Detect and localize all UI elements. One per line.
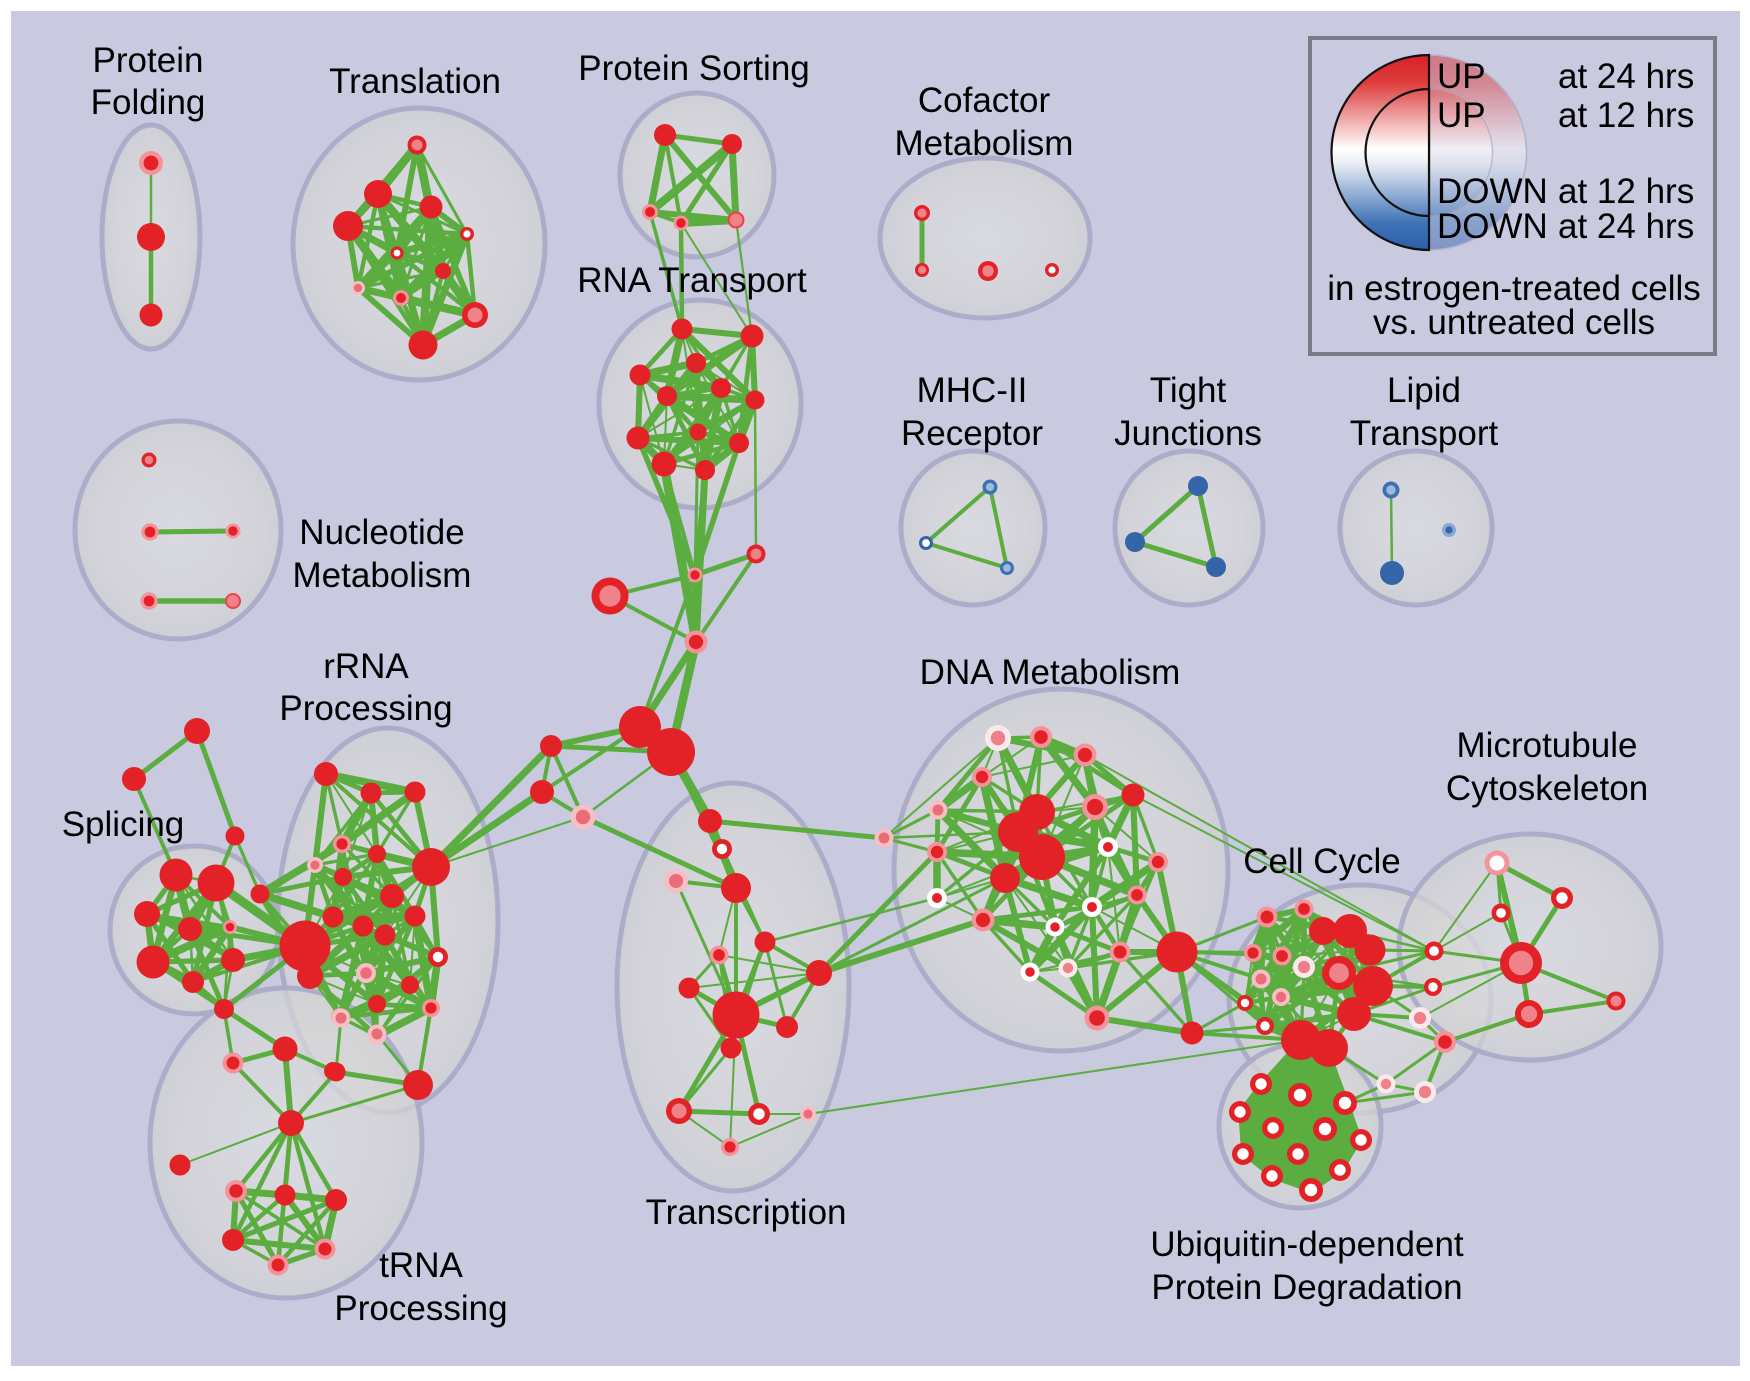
svg-text:Lipid: Lipid bbox=[1387, 371, 1461, 410]
svg-text:Tight: Tight bbox=[1150, 371, 1227, 410]
svg-text:MHC-II: MHC-II bbox=[917, 371, 1028, 410]
svg-text:Cell Cycle: Cell Cycle bbox=[1243, 842, 1401, 881]
svg-text:Metabolism: Metabolism bbox=[895, 124, 1074, 163]
svg-text:Protein Sorting: Protein Sorting bbox=[578, 49, 810, 88]
svg-text:Splicing: Splicing bbox=[62, 805, 185, 844]
svg-text:tRNA: tRNA bbox=[379, 1246, 463, 1285]
svg-text:Processing: Processing bbox=[279, 689, 452, 728]
svg-text:vs. untreated cells: vs. untreated cells bbox=[1373, 303, 1655, 342]
svg-text:DOWN: DOWN bbox=[1437, 207, 1548, 246]
svg-text:RNA Transport: RNA Transport bbox=[577, 261, 807, 300]
svg-text:Cofactor: Cofactor bbox=[918, 81, 1051, 120]
svg-text:Nucleotide: Nucleotide bbox=[299, 513, 464, 552]
svg-text:at 24 hrs: at 24 hrs bbox=[1558, 207, 1694, 246]
svg-text:DNA Metabolism: DNA Metabolism bbox=[920, 653, 1181, 692]
svg-text:Protein Degradation: Protein Degradation bbox=[1151, 1268, 1462, 1307]
svg-text:in estrogen-treated cells: in estrogen-treated cells bbox=[1327, 269, 1701, 308]
svg-text:Transcription: Transcription bbox=[646, 1193, 847, 1232]
svg-text:Protein: Protein bbox=[93, 41, 204, 80]
svg-text:Processing: Processing bbox=[334, 1289, 507, 1328]
svg-text:rRNA: rRNA bbox=[323, 647, 409, 686]
svg-text:Folding: Folding bbox=[91, 83, 206, 122]
svg-text:Metabolism: Metabolism bbox=[293, 556, 472, 595]
svg-text:Junctions: Junctions bbox=[1114, 414, 1262, 453]
svg-text:Translation: Translation bbox=[329, 62, 501, 101]
svg-text:Microtubule: Microtubule bbox=[1457, 726, 1638, 765]
svg-text:Cytoskeleton: Cytoskeleton bbox=[1446, 769, 1648, 808]
svg-text:Transport: Transport bbox=[1350, 414, 1499, 453]
svg-text:at 12 hrs: at 12 hrs bbox=[1558, 172, 1694, 211]
svg-text:at 24 hrs: at 24 hrs bbox=[1558, 57, 1694, 96]
svg-text:UP: UP bbox=[1437, 96, 1486, 135]
svg-text:Ubiquitin-dependent: Ubiquitin-dependent bbox=[1150, 1225, 1464, 1264]
svg-text:at 12 hrs: at 12 hrs bbox=[1558, 96, 1694, 135]
svg-text:DOWN: DOWN bbox=[1437, 172, 1548, 211]
svg-text:UP: UP bbox=[1437, 57, 1486, 96]
svg-text:Receptor: Receptor bbox=[901, 414, 1043, 453]
